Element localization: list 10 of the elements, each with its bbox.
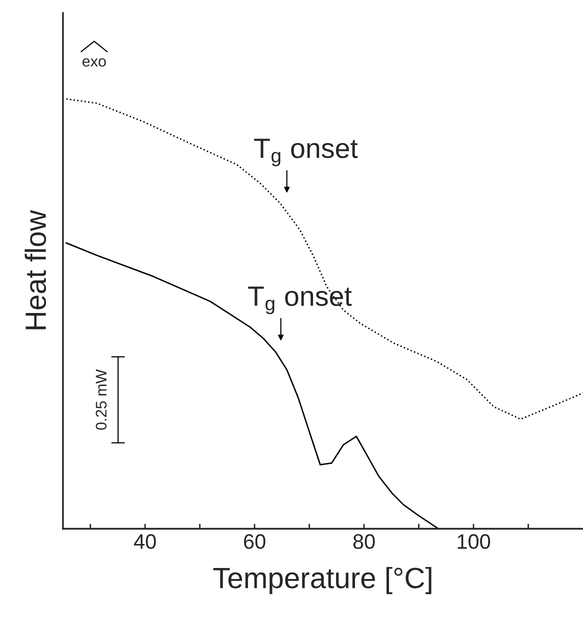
x-tick-label: 60 — [244, 534, 266, 549]
y-axis-title: Heat flow — [24, 210, 46, 330]
x-tick-label: 80 — [353, 534, 375, 549]
x-tick-label: 100 — [458, 534, 490, 549]
text: exo — [82, 58, 106, 67]
annotation: T$_{g}$ onset — [254, 138, 358, 166]
x-axis-title: Temperature [°C] — [213, 566, 432, 594]
x-tick-label: 40 — [134, 534, 156, 549]
annotation: 0.25 mW — [96, 369, 107, 430]
annotation: T$_{g}$ onset — [248, 286, 352, 314]
